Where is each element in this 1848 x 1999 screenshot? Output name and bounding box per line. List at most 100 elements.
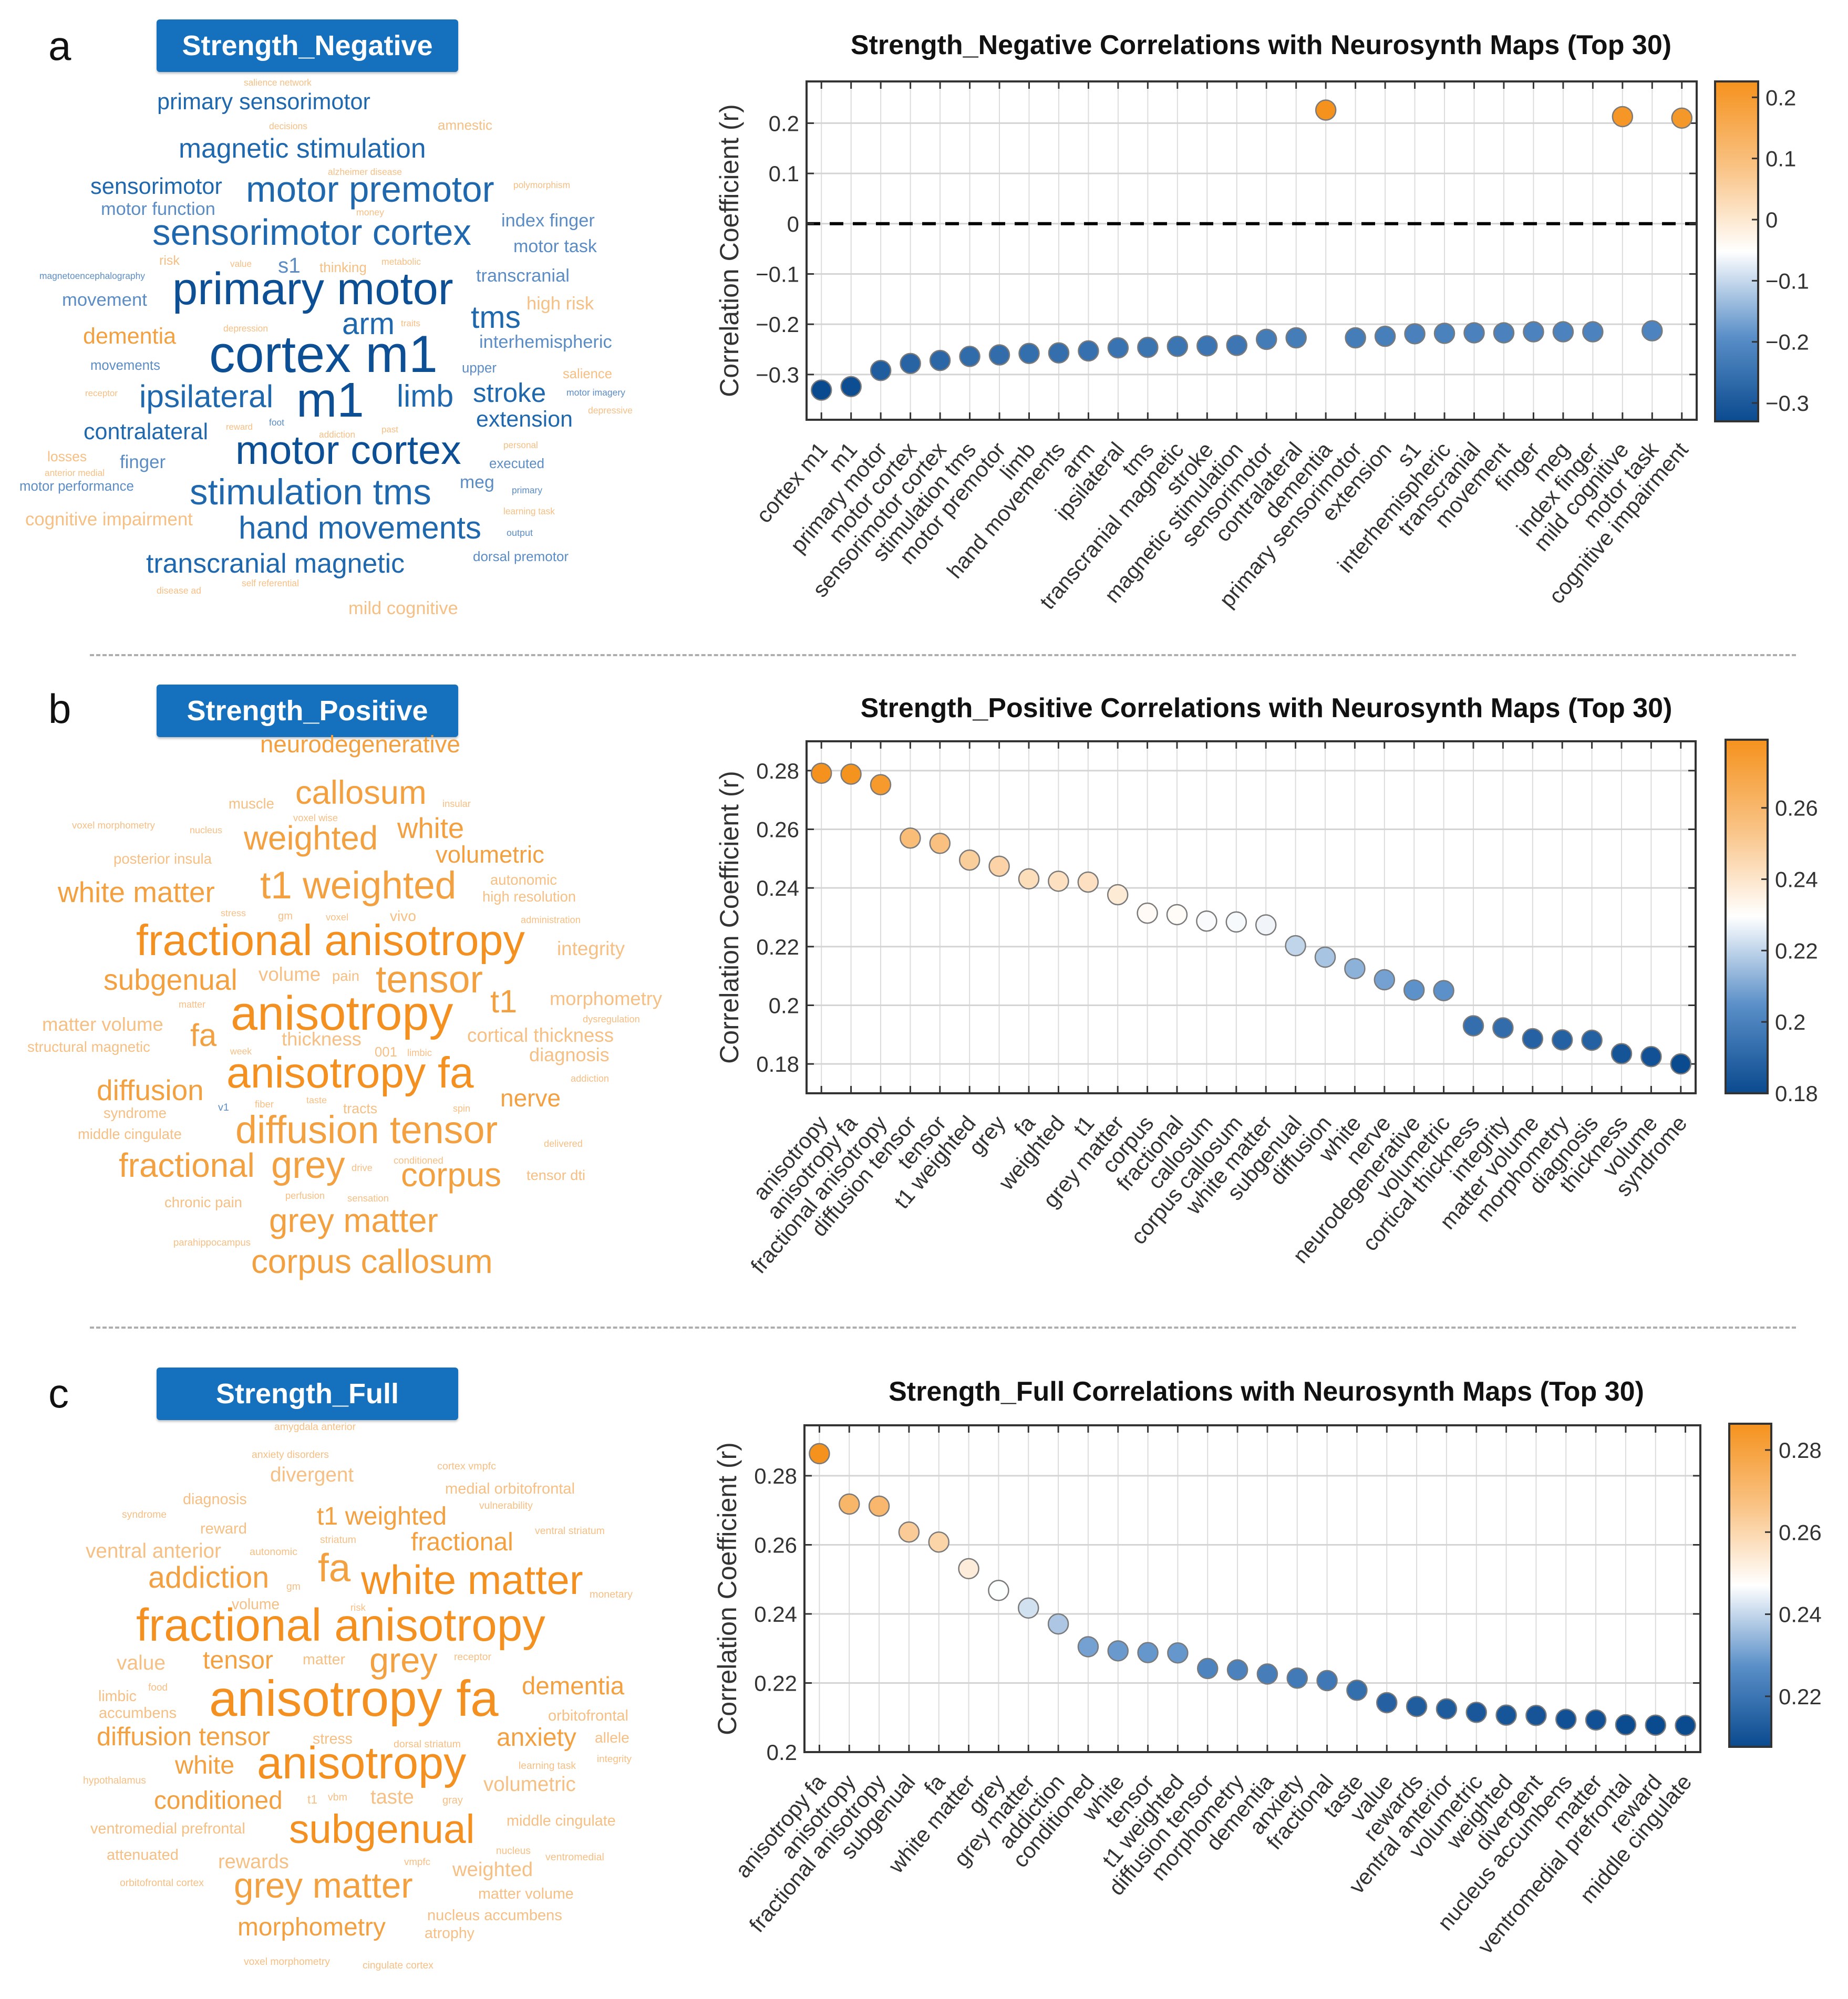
cloud-word: meg xyxy=(460,472,494,493)
cloud-word: integrity xyxy=(557,937,625,959)
cloud-word: corpus callosum xyxy=(251,1243,493,1280)
cloud-word: stroke xyxy=(473,377,546,408)
cloud-word: primary motor xyxy=(172,264,453,315)
cloud-word: sensorimotor xyxy=(90,174,222,200)
cloud-word: grey xyxy=(271,1144,345,1187)
cloud-word: volumetric xyxy=(483,1773,576,1796)
cloud-word: voxel morphometry xyxy=(72,819,155,831)
y-tick-label: 0.2 xyxy=(767,1740,797,1765)
data-point xyxy=(839,1493,860,1515)
cloud-word: ventromedial xyxy=(545,1851,604,1863)
colorbar-tick-label: 0.2 xyxy=(1766,85,1796,110)
data-point xyxy=(1522,1028,1544,1050)
data-point xyxy=(1137,1642,1159,1663)
y-tick-label: 0.18 xyxy=(756,1052,799,1076)
cloud-word: cortex m1 xyxy=(209,324,438,383)
colorbar-tick-label: 0.2 xyxy=(1775,1010,1805,1034)
data-point xyxy=(1137,336,1159,358)
cloud-word: middle cingulate xyxy=(507,1812,616,1830)
data-point xyxy=(1581,1029,1603,1051)
cloud-word: atrophy xyxy=(425,1925,474,1942)
data-point xyxy=(1166,336,1189,357)
data-point xyxy=(1077,871,1099,893)
colorbar-tick-label: 0.24 xyxy=(1779,1602,1822,1627)
data-point xyxy=(1492,1017,1514,1039)
data-point xyxy=(1641,320,1663,341)
cloud-word: volume xyxy=(232,1596,280,1613)
cloud-word: rewards xyxy=(218,1851,289,1873)
cloud-word: 001 xyxy=(375,1044,397,1060)
data-point xyxy=(1166,904,1188,926)
cloud-word: medial orbitofrontal xyxy=(445,1480,575,1498)
data-point xyxy=(900,353,921,375)
cloud-word: voxel wise xyxy=(293,812,338,823)
cloud-word: sensorimotor cortex xyxy=(152,211,471,253)
panel-letter-c: c xyxy=(48,1370,69,1416)
data-point xyxy=(1107,1640,1129,1662)
panel-badge-negative: Strength_Negative xyxy=(157,19,458,72)
cloud-word: salience xyxy=(563,366,612,381)
data-point xyxy=(1555,1708,1577,1730)
data-point xyxy=(1344,958,1366,979)
cloud-word: motor performance xyxy=(19,479,134,494)
data-point xyxy=(1433,323,1455,344)
cloud-word: tracts xyxy=(343,1101,378,1117)
cloud-word: receptor xyxy=(454,1651,491,1663)
cloud-word: conditioned xyxy=(154,1786,283,1815)
data-point xyxy=(1495,1704,1517,1726)
cloud-word: thickness xyxy=(282,1028,362,1050)
cloud-word: self referential xyxy=(242,578,299,589)
y-tick-label: 0.28 xyxy=(756,759,799,783)
cloud-word: salience network xyxy=(244,77,312,88)
data-point xyxy=(1493,322,1515,344)
cloud-word: v1 xyxy=(218,1102,229,1114)
data-point xyxy=(1465,1702,1487,1723)
cloud-word: sensation xyxy=(347,1192,389,1204)
data-point xyxy=(1286,1667,1308,1689)
cloud-word: output xyxy=(507,527,533,538)
data-point xyxy=(810,762,832,784)
cloud-word: risk xyxy=(159,253,180,268)
data-point xyxy=(1107,337,1129,359)
cloud-word: addiction xyxy=(319,429,356,440)
cloud-word: money xyxy=(356,207,384,218)
data-point xyxy=(1226,335,1248,356)
cloud-word: thinking xyxy=(319,259,367,275)
data-point xyxy=(1048,871,1069,892)
cloud-word: ipsilateral xyxy=(139,378,274,414)
cloud-word: matter volume xyxy=(42,1013,163,1035)
cloud-word: neurodegenerative xyxy=(260,730,460,758)
cloud-word: delivered xyxy=(544,1138,583,1149)
data-point xyxy=(1610,1043,1633,1064)
data-point xyxy=(1374,325,1396,347)
data-point xyxy=(1316,1670,1338,1692)
cloud-word: polymorphism xyxy=(513,180,571,191)
y-axis-label: Correlation Coefficient (r) xyxy=(715,104,744,397)
data-point xyxy=(1585,1709,1607,1731)
data-point xyxy=(1137,902,1158,924)
cloud-word: learning task xyxy=(503,506,555,517)
cloud-word: anxiety disorders xyxy=(252,1449,329,1461)
data-point xyxy=(810,379,832,401)
colorbar-tick-label: 0.26 xyxy=(1779,1520,1822,1545)
data-point xyxy=(870,774,892,795)
cloud-word: ventromedial prefrontal xyxy=(90,1820,245,1838)
colorbar-tick-label: 0.28 xyxy=(1779,1438,1822,1463)
cloud-word: vivo xyxy=(390,907,416,924)
cloud-word: matter xyxy=(303,1651,346,1669)
colorbar-tick-label: 0.22 xyxy=(1779,1684,1822,1709)
cloud-word: tensor dti xyxy=(526,1167,586,1183)
data-point xyxy=(1404,323,1426,345)
cloud-word: perfusion xyxy=(285,1189,325,1201)
y-axis-label: Correlation Coefficient (r) xyxy=(715,771,744,1064)
data-point xyxy=(840,376,862,398)
data-point xyxy=(1018,343,1040,364)
data-point xyxy=(959,346,980,367)
x-tick-label: grey xyxy=(964,1111,1010,1160)
cloud-word: fractional anisotropy xyxy=(136,1600,545,1651)
cloud-word: personal xyxy=(503,439,538,450)
data-point xyxy=(1615,1714,1637,1736)
y-tick-label: 0 xyxy=(787,212,799,236)
cloud-word: fiber xyxy=(255,1098,274,1110)
cloud-word: chronic pain xyxy=(164,1194,242,1210)
